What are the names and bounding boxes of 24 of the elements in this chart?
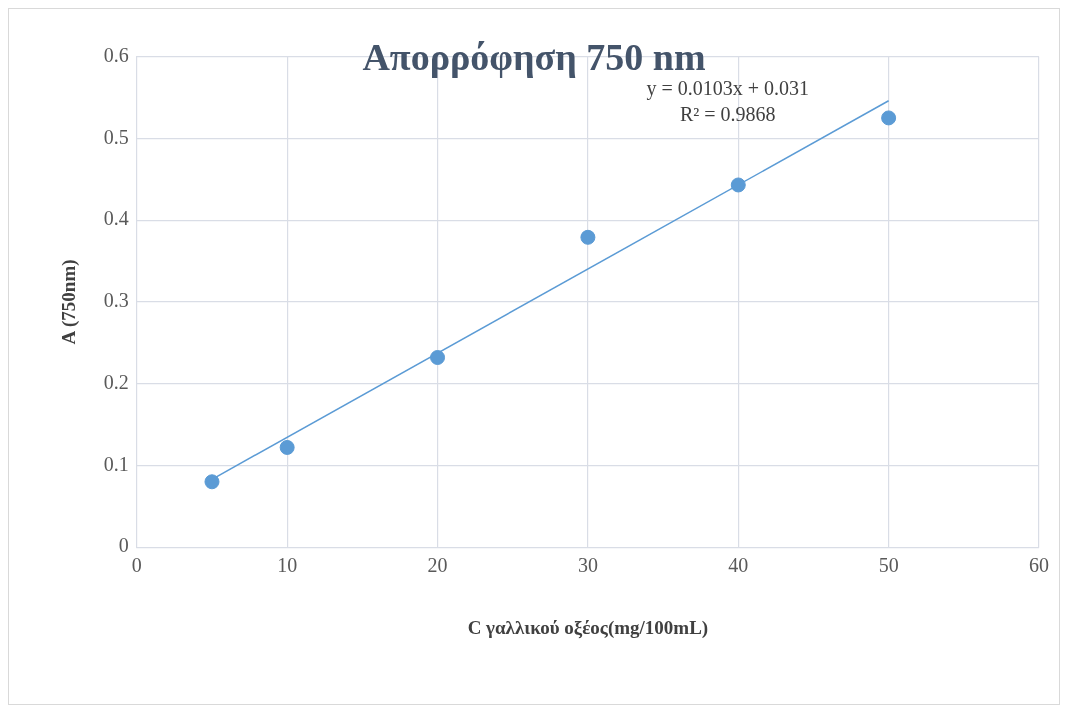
- point: [279, 439, 295, 455]
- x-tick-label: 40: [728, 554, 749, 577]
- x-tick-label: 10: [277, 554, 298, 577]
- x-tick-label: 30: [577, 554, 598, 577]
- y-axis-title: A (750nm): [58, 259, 81, 345]
- annotation: y = 0.0103x + 0.031: [646, 76, 810, 100]
- y-tick-label: 0.6: [103, 43, 129, 66]
- x-tick-label: 20: [427, 554, 448, 577]
- x-axis-title: C γαλλικού οξέος(mg/100mL): [467, 616, 709, 639]
- x-tick-label: 60: [1029, 554, 1049, 577]
- x-tick-label: 50: [878, 554, 899, 577]
- point: [430, 350, 446, 365]
- y-tick-label: 0.3: [103, 289, 129, 312]
- point: [730, 177, 746, 193]
- y-tick-label: 0.5: [103, 125, 129, 148]
- chart-title: Απορρόφηση 750 nm: [362, 35, 706, 78]
- annotation: R² = 0.9868: [679, 102, 776, 125]
- y-tick-label: 0.4: [103, 207, 129, 230]
- point: [204, 474, 220, 490]
- y-tick-label: 0: [118, 534, 129, 557]
- point: [881, 110, 897, 126]
- y-tick-label: 0.1: [103, 452, 129, 475]
- point: [580, 229, 596, 245]
- y-tick-label: 0.2: [103, 370, 129, 393]
